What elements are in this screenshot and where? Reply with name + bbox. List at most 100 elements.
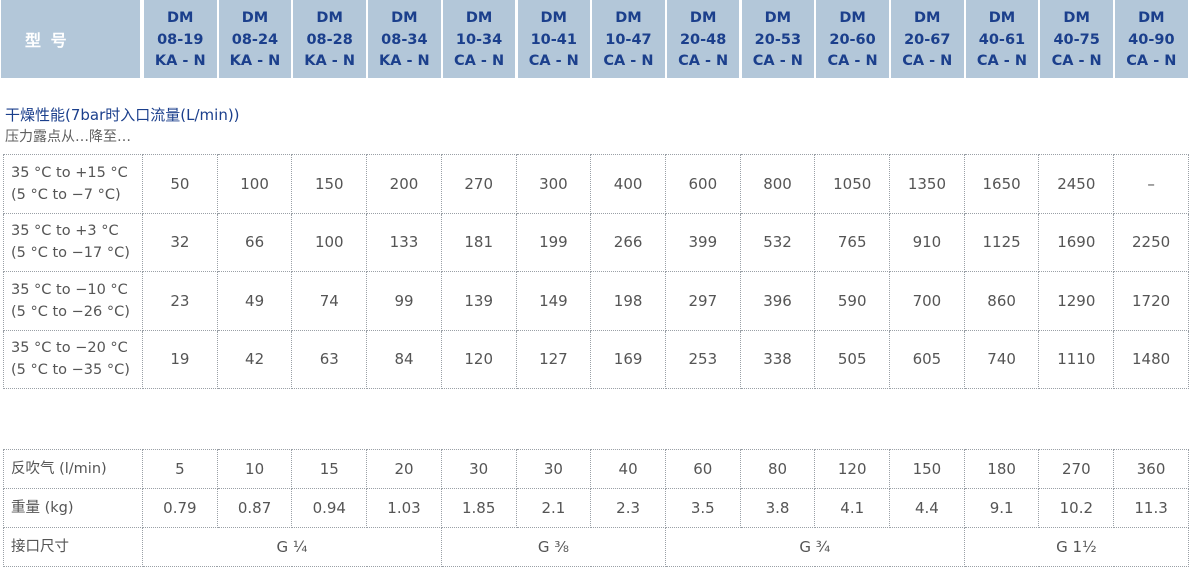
model-name-line: CA - N (528, 53, 579, 69)
dewpoint-range-label: 35 °C to +15 °C (5 °C to −7 °C) (2, 154, 144, 214)
flow-value-cell: 84 (366, 329, 442, 389)
port-label: 接口尺寸 (2, 527, 144, 567)
flow-value-cell: 198 (590, 271, 666, 331)
purge-value-cell: 60 (664, 449, 741, 489)
purge-value-cell: 5 (142, 449, 218, 489)
model-name-line: CA - N (1051, 53, 1102, 69)
flow-value-cell: 200 (366, 154, 442, 214)
performance-table: 35 °C to +15 °C (5 °C to −7 °C) 50 100 150 20… (2, 154, 1189, 389)
model-name-line: DM (167, 10, 194, 26)
performance-row: 35 °C to +15 °C (5 °C to −7 °C) 50 100 150 20… (2, 154, 1189, 214)
flow-value-cell: 50 (142, 154, 218, 214)
model-name-line: DM (839, 10, 866, 26)
flow-value-cell: 1690 (1038, 212, 1115, 272)
model-name-line: DM (1138, 10, 1165, 26)
flow-value-cell: 800 (739, 154, 816, 214)
model-name-line: 20-53 (754, 31, 802, 48)
performance-row: 35 °C to −10 °C (5 °C to −26 °C) 23 49 74 99 1… (2, 271, 1189, 331)
weight-value-cell: 0.79 (142, 488, 218, 528)
flow-value-cell: 860 (963, 271, 1040, 331)
flow-value-cell: 1125 (963, 212, 1040, 272)
dewpoint-range-line: (5 °C to −26 °C) (11, 303, 130, 320)
model-header-cell: DM 40-90 CA - N (1115, 0, 1188, 78)
dewpoint-range-line: 35 °C to +15 °C (11, 164, 128, 181)
model-header-cell: DM 20-60 CA - N (816, 0, 889, 78)
model-name-line: 40-90 (1128, 31, 1175, 48)
dewpoint-range-line: (5 °C to −17 °C) (11, 245, 130, 262)
model-header-cell: DM 08-28 KA - N (293, 0, 366, 78)
flow-value-cell: 300 (515, 154, 592, 214)
performance-row: 35 °C to +3 °C (5 °C to −17 °C) 32 66 100 133… (2, 212, 1189, 272)
performance-row: 35 °C to −20 °C (5 °C to −35 °C) 19 42 63 84 1… (2, 329, 1189, 389)
flow-value-cell: 338 (739, 329, 816, 389)
flow-value-cell: 400 (590, 154, 666, 214)
model-name-line: DM (391, 10, 418, 26)
model-name-line: DM (615, 10, 642, 26)
dewpoint-range-line: 35 °C to −20 °C (11, 340, 128, 357)
flow-value-cell: 23 (142, 271, 218, 331)
weight-value-cell: 0.87 (216, 488, 293, 528)
model-name-line: KA - N (154, 53, 206, 69)
flow-value-cell: 42 (216, 329, 293, 389)
model-header-cell: DM 20-48 CA - N (666, 0, 740, 78)
model-name-line: 20-67 (904, 31, 951, 48)
flow-value-cell: 605 (889, 329, 965, 389)
purge-value-cell: 10 (216, 449, 293, 489)
model-name-line: CA - N (827, 53, 878, 69)
weight-value-cell: 2.1 (515, 488, 592, 528)
purge-value-cell: 80 (739, 449, 816, 489)
flow-value-cell: 19 (142, 329, 218, 389)
flow-value-cell: 270 (440, 154, 517, 214)
purge-value-cell: 270 (1038, 449, 1115, 489)
weight-value-cell: 1.85 (440, 488, 517, 528)
weight-value-cell: 4.4 (889, 488, 965, 528)
flow-value-cell: 133 (366, 212, 442, 272)
section-title: 干燥性能(7bar时入口流量(L/min)) (5, 106, 240, 124)
weight-value-cell: 2.3 (590, 488, 666, 528)
flow-value-cell: 1650 (963, 154, 1040, 214)
flow-value-cell: 1290 (1038, 271, 1115, 331)
model-name-line: DM (914, 10, 941, 26)
weight-value-cell: 11.3 (1113, 488, 1189, 528)
flow-value-cell: 1050 (814, 154, 891, 214)
model-name-line: CA - N (678, 53, 729, 69)
purge-value-cell: 120 (814, 449, 891, 489)
flow-value-cell: 740 (963, 329, 1040, 389)
flow-value-cell: 2250 (1113, 212, 1189, 272)
model-header-cell: DM 08-34 KA - N (368, 0, 441, 78)
flow-value-cell: 1720 (1113, 271, 1189, 331)
model-name-line: DM (764, 10, 792, 26)
dewpoint-range-line: 35 °C to +3 °C (11, 223, 119, 240)
flow-value-cell: 1350 (889, 154, 965, 214)
model-header-cell: DM 20-53 CA - N (741, 0, 815, 78)
model-name-line: 40-61 (978, 31, 1026, 48)
flow-value-cell: 150 (291, 154, 368, 214)
flow-value-cell: 49 (216, 271, 293, 331)
model-name-line: CA - N (453, 53, 505, 69)
model-name-line: DM (988, 10, 1016, 26)
flow-value-cell: 74 (291, 271, 368, 331)
flow-value-cell: 63 (291, 329, 368, 389)
model-name-line: 10-47 (605, 31, 652, 48)
flow-value-cell: 590 (814, 271, 891, 331)
flow-value-cell: 399 (664, 212, 741, 272)
flow-value-cell: 127 (515, 329, 592, 389)
purge-value-cell: 360 (1113, 449, 1189, 489)
flow-value-cell: 700 (889, 271, 965, 331)
flow-value-cell: 600 (664, 154, 741, 214)
purge-value-cell: 20 (366, 449, 442, 489)
flow-value-cell: 532 (739, 212, 816, 272)
flow-value-cell: 100 (291, 212, 368, 272)
purge-value-cell: 15 (291, 449, 368, 489)
model-header-cell: DM 20-67 CA - N (891, 0, 964, 78)
flow-value-cell: 66 (216, 212, 293, 272)
dewpoint-range-line: 35 °C to −10 °C (11, 281, 128, 298)
flow-value-cell: 765 (814, 212, 891, 272)
model-name-line: DM (241, 10, 269, 26)
type-header-cell: 型 号 (1, 0, 140, 78)
model-name-line: 10-41 (530, 31, 577, 48)
weight-row: 重量 (kg) 0.79 0.87 0.94 1.03 1.85 2.1 2.3 3.5 3.8… (2, 488, 1189, 528)
purge-value-cell: 150 (889, 449, 965, 489)
model-name-line: DM (1063, 10, 1090, 26)
